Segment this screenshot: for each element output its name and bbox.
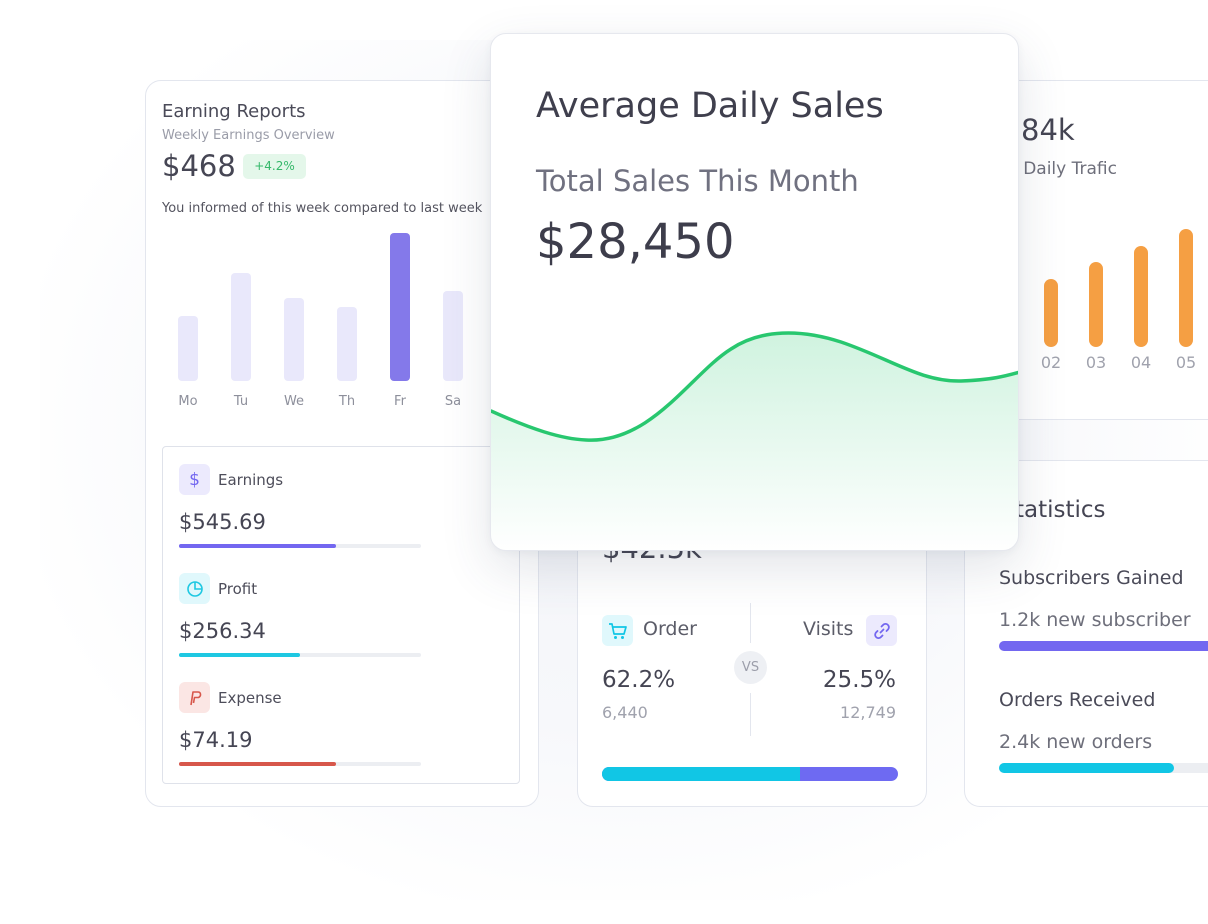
traffic-bar-04 [1134, 246, 1148, 347]
expense-progress [179, 762, 421, 766]
statistics-title: tatistics [1015, 497, 1106, 523]
orders-visits-split-bar [602, 767, 898, 781]
order-percent: 62.2% [602, 667, 676, 693]
pie-chart-icon [179, 573, 210, 604]
visits-count: 12,749 [840, 703, 896, 722]
bar-label-we: We [283, 394, 305, 409]
subscribers-gained-sub: 1.2k new subscriber [999, 609, 1191, 631]
sales-area-fill [491, 332, 1018, 550]
link-icon [866, 615, 897, 646]
traffic-value: 84k [1021, 113, 1075, 147]
earning-reports-card: Earning Reports Weekly Earnings Overview… [145, 80, 539, 807]
traffic-bar-label-02: 02 [1040, 353, 1062, 372]
avg-sales-subtitle: Total Sales This Month [536, 164, 859, 198]
daily-traffic-card: 84k g Daily Trafic 02 03 04 05 [990, 80, 1208, 420]
bar-label-fr: Fr [394, 394, 406, 409]
vs-badge: VS [734, 651, 767, 684]
subscribers-progress [999, 641, 1208, 651]
subscribers-gained-label: Subscribers Gained [999, 567, 1184, 589]
bar-label-th: Th [338, 394, 356, 409]
order-count: 6,440 [602, 703, 648, 722]
earning-reports-title: Earning Reports [162, 101, 306, 122]
orders-received-progress [999, 763, 1208, 773]
visits-percent: 25.5% [822, 667, 896, 693]
orders-received-progress-fill [999, 763, 1175, 773]
bar-sa [443, 291, 463, 381]
bar-label-sa: Sa [444, 394, 462, 409]
sales-line [491, 331, 1018, 442]
bar-we [284, 298, 304, 381]
earning-amount: $468 [162, 149, 236, 183]
traffic-bar-02 [1044, 279, 1058, 347]
bar-tu [231, 273, 251, 381]
orders-visits-card: $42.5k Order 62.2% 6,440 VS Visits 25.5%… [577, 520, 927, 807]
sales-area-chart [491, 331, 1018, 550]
bar-th [337, 307, 357, 381]
earning-reports-subtitle: Weekly Earnings Overview [162, 128, 335, 143]
traffic-bar-03 [1089, 262, 1103, 347]
stat-label-profit: Profit [218, 580, 258, 598]
bar-label-tu: Tu [233, 394, 249, 409]
bar-label-mo: Mo [178, 394, 198, 409]
traffic-subtitle: g Daily Trafic [1007, 159, 1117, 179]
stat-value-profit: $256.34 [179, 619, 266, 643]
earnings-progress-fill [179, 544, 337, 548]
paypal-icon [179, 682, 210, 713]
stat-value-earnings: $545.69 [179, 510, 266, 534]
earning-stats-panel: $ Earnings $545.69 Profit $256.34 Expens… [162, 446, 520, 784]
expense-progress-fill [179, 762, 337, 766]
orders-received-sub: 2.4k new orders [999, 731, 1153, 753]
subscribers-progress-fill [999, 641, 1208, 651]
earnings-progress [179, 544, 421, 548]
vs-divider-top [750, 603, 751, 643]
vs-divider-bottom [750, 693, 751, 736]
profit-progress-fill [179, 653, 300, 657]
earning-note: You informed of this week compared to la… [162, 201, 483, 216]
bar-mo [178, 316, 198, 381]
bar-fr [390, 233, 410, 381]
cart-icon [602, 615, 633, 646]
stat-label-expense: Expense [218, 689, 282, 707]
visits-label: Visits [803, 618, 854, 640]
orders-share-fill [602, 767, 801, 781]
avg-sales-title: Average Daily Sales [536, 86, 884, 126]
dollar-icon: $ [179, 464, 210, 495]
stat-value-expense: $74.19 [179, 728, 253, 752]
traffic-bar-05 [1179, 229, 1193, 347]
change-badge: +4.2% [243, 154, 306, 179]
traffic-bar-label-03: 03 [1085, 353, 1107, 372]
traffic-bar-label-05: 05 [1175, 353, 1197, 372]
orders-received-label: Orders Received [999, 689, 1156, 711]
stat-label-earnings: Earnings [218, 471, 284, 489]
average-daily-sales-card: Average Daily Sales Total Sales This Mon… [490, 33, 1019, 551]
traffic-bar-label-04: 04 [1130, 353, 1152, 372]
profit-progress [179, 653, 421, 657]
avg-sales-value: $28,450 [536, 214, 735, 270]
order-label: Order [643, 618, 697, 640]
